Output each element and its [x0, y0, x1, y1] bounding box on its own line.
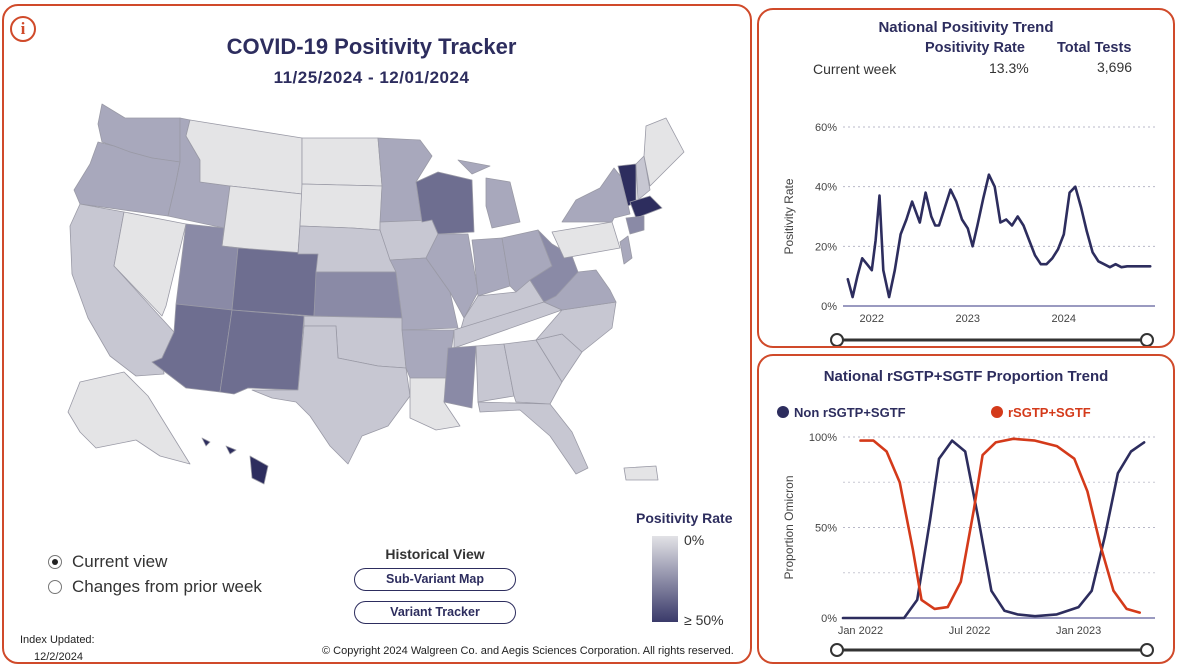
series-line — [846, 173, 1152, 299]
state-NY[interactable] — [561, 167, 631, 223]
state-ND[interactable] — [301, 137, 383, 187]
legend-label: rSGTP+SGTF — [1008, 405, 1091, 420]
variant-title: National rSGTP+SGTF Proportion Trend — [823, 368, 1109, 385]
y-tick-label: 40% — [815, 182, 837, 194]
state-WI[interactable] — [415, 171, 475, 235]
y-tick-label: 0% — [821, 613, 837, 625]
positivity-trend-chart: 0% 20% 40% 60% 2022 2023 2024 Positivity Rate — [782, 122, 1155, 346]
index-updated-date: 12/2/2024 — [34, 651, 83, 663]
map-panel: i COVID-19 Positivity Tracker 11/25/2024… — [2, 4, 752, 664]
state-MI[interactable] — [457, 159, 521, 229]
x-tick-label: Jan 2022 — [838, 625, 883, 637]
current-rate-value: 13.3% — [989, 60, 1029, 76]
y-tick-label: 0% — [821, 301, 837, 313]
variant-trend-panel: National rSGTP+SGTF Proportion Trend Non… — [757, 354, 1175, 664]
y-axis-label: Proportion Omicron — [782, 475, 796, 579]
page-title: COVID-19 Positivity Tracker — [226, 34, 517, 59]
x-tick-label: 2024 — [1052, 313, 1076, 325]
us-positivity-map[interactable] — [40, 96, 700, 496]
range-slider-end-handle[interactable] — [1140, 333, 1154, 346]
legend-max-label: ≥ 50% — [684, 612, 724, 628]
legend-label: Non rSGTP+SGTF — [794, 405, 906, 420]
x-tick-label: 2023 — [956, 313, 980, 325]
x-tick-label: Jul 2022 — [949, 625, 991, 637]
y-axis-label: Positivity Rate — [782, 178, 796, 254]
historical-view-label: Historical View — [385, 546, 485, 562]
state-HI[interactable] — [201, 437, 269, 485]
state-FL[interactable] — [477, 401, 589, 475]
state-PA[interactable] — [551, 221, 621, 259]
index-updated-label: Index Updated: — [20, 634, 95, 646]
state-IN[interactable] — [471, 237, 511, 297]
legend-marker — [991, 406, 1003, 418]
y-tick-label: 20% — [815, 241, 837, 253]
range-slider-start-handle[interactable] — [830, 643, 844, 657]
state-TX[interactable] — [251, 325, 411, 465]
copyright: © Copyright 2024 Walgreen Co. and Aegis … — [322, 645, 734, 657]
state-NV[interactable] — [113, 211, 187, 317]
current-tests-value: 3,696 — [1097, 59, 1133, 75]
sub-variant-map-button[interactable]: Sub-Variant Map — [354, 568, 516, 591]
state-KS[interactable] — [313, 271, 403, 319]
total-tests-header: Total Tests — [1057, 40, 1132, 56]
radio-current-view[interactable]: Current view — [48, 552, 167, 572]
positivity-rate-header: Positivity Rate — [925, 40, 1025, 56]
radio-changes-label: Changes from prior week — [72, 577, 262, 596]
state-SD[interactable] — [299, 183, 383, 231]
legend-gradient — [652, 536, 678, 622]
state-NM[interactable] — [219, 309, 305, 395]
state-CT[interactable] — [625, 215, 645, 235]
date-range: 11/25/2024 - 12/01/2024 — [273, 68, 470, 87]
legend-title: Positivity Rate — [636, 510, 733, 526]
info-icon[interactable]: i — [10, 16, 36, 42]
state-NJ[interactable] — [619, 235, 633, 265]
radio-unselected-icon — [48, 580, 62, 594]
radio-changes-prior-week[interactable]: Changes from prior week — [48, 577, 262, 597]
current-week-label: Current week — [813, 61, 897, 77]
radio-selected-icon — [48, 555, 62, 569]
range-slider-start-handle[interactable] — [830, 333, 844, 346]
trend-title: National Positivity Trend — [878, 19, 1054, 36]
state-CO[interactable] — [231, 247, 319, 317]
state-NH[interactable] — [635, 155, 651, 201]
variant-tracker-button[interactable]: Variant Tracker — [354, 601, 516, 624]
state-ME[interactable] — [643, 117, 685, 187]
y-tick-label: 100% — [809, 432, 837, 444]
radio-current-view-label: Current view — [72, 552, 168, 571]
y-tick-label: 60% — [815, 122, 837, 134]
state-WV[interactable] — [529, 229, 579, 303]
state-AK[interactable] — [67, 371, 191, 465]
state-WY[interactable] — [221, 185, 303, 255]
x-tick-label: Jan 2023 — [1056, 625, 1101, 637]
state-MS[interactable] — [443, 345, 477, 409]
variant-proportion-chart: Non rSGTP+SGTF rSGTP+SGTF 0% 50% 100% Jan 202… — [777, 405, 1155, 657]
national-trend-panel: National Positivity Trend Positivity Rat… — [757, 8, 1175, 348]
y-tick-label: 50% — [815, 523, 837, 535]
range-slider-end-handle[interactable] — [1140, 643, 1154, 657]
x-tick-label: 2022 — [860, 313, 884, 325]
legend-min-label: 0% — [684, 532, 705, 548]
legend-marker — [777, 406, 789, 418]
series-line — [859, 437, 1141, 614]
state-PR[interactable] — [623, 465, 659, 481]
state-MA[interactable] — [629, 195, 663, 219]
series-line — [841, 439, 1146, 620]
